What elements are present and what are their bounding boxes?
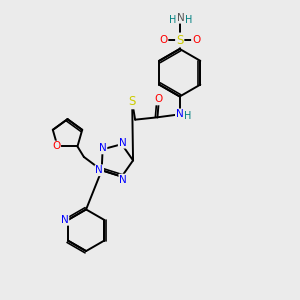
- Text: O: O: [159, 35, 167, 45]
- Text: N: N: [119, 138, 127, 148]
- Text: O: O: [52, 142, 60, 152]
- Text: O: O: [192, 35, 200, 45]
- Text: H: H: [185, 15, 192, 25]
- Text: N: N: [61, 215, 68, 225]
- Text: S: S: [128, 95, 136, 108]
- Text: O: O: [155, 94, 163, 104]
- Text: N: N: [119, 175, 127, 184]
- Text: H: H: [169, 15, 176, 25]
- Text: S: S: [176, 34, 183, 46]
- Text: N: N: [176, 109, 184, 119]
- Text: N: N: [95, 165, 103, 175]
- Text: N: N: [177, 13, 184, 23]
- Text: N: N: [99, 143, 106, 153]
- Text: H: H: [184, 111, 192, 121]
